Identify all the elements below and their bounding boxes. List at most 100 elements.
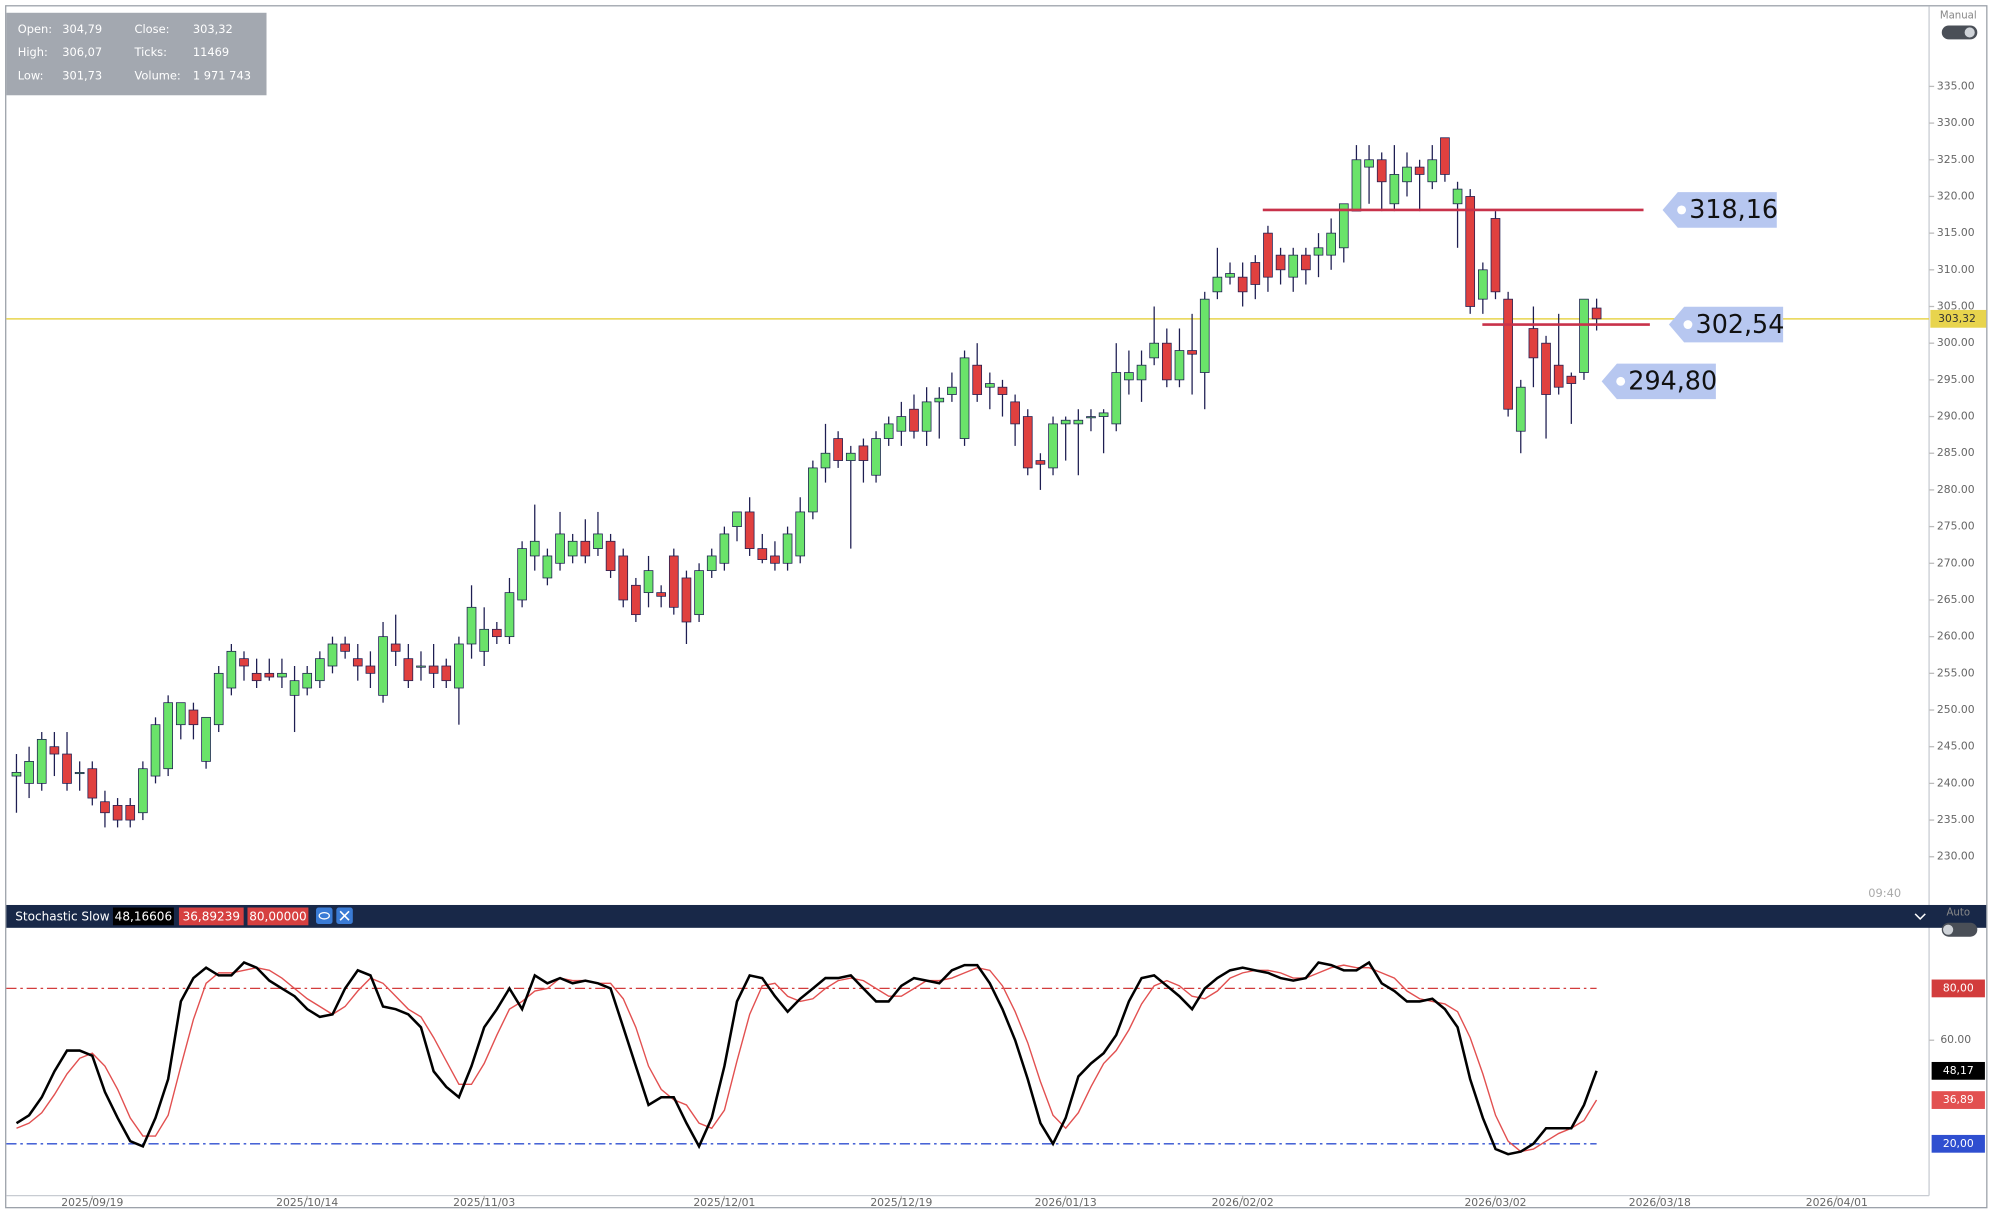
candle-body (668, 555, 679, 608)
candle-body (49, 746, 60, 755)
candle-body (706, 555, 717, 572)
candle-body (188, 709, 199, 726)
header-value-box (178, 907, 244, 926)
candle-body (681, 577, 692, 623)
value-label: 36,89 (1943, 1093, 1974, 1106)
frame (5, 5, 1988, 1209)
candle-body (1022, 416, 1033, 469)
candle-body (719, 533, 730, 564)
candle-body (643, 570, 654, 594)
x-tick-label: 2025/12/01 (693, 1196, 755, 1209)
candle-body (1566, 375, 1577, 384)
candle-body (1579, 298, 1589, 373)
candle-body (100, 801, 110, 814)
current-price-box (1930, 309, 1987, 328)
candle-body (1490, 218, 1501, 293)
value-box (1931, 1061, 1985, 1080)
candle-body (125, 805, 136, 821)
x-tick-label: 2026/03/02 (1464, 1196, 1526, 1209)
info-box (6, 12, 267, 96)
level-box (1931, 979, 1985, 998)
candle-body (416, 665, 426, 668)
candle-body (567, 540, 578, 557)
candle-body (1124, 372, 1134, 381)
candle-body (277, 672, 287, 678)
candle-body (593, 533, 603, 549)
candle-body (1263, 232, 1273, 278)
x-tick-label: 2025/12/19 (870, 1196, 932, 1209)
visibility-button[interactable] (316, 907, 333, 925)
info-label: Close: (135, 22, 170, 36)
candle-body (251, 672, 262, 682)
x-tick-label: 2025/09/19 (61, 1196, 123, 1209)
candle-body (1136, 364, 1147, 381)
candle-body (36, 738, 47, 784)
x-tick-label: 2026/01/13 (1035, 1196, 1097, 1209)
candle-body (808, 467, 818, 513)
candle-body (1478, 269, 1488, 300)
candle-body (896, 416, 907, 432)
toggle-knob (1943, 924, 1954, 935)
info-value: 11469 (193, 45, 229, 59)
y-tick-label: 285.00 (1937, 446, 1975, 459)
y-tick-label: 270.00 (1937, 556, 1975, 569)
info-value: 303,32 (193, 22, 233, 36)
candle-body (150, 724, 161, 777)
candle-body (1389, 174, 1400, 205)
candle-body (795, 511, 806, 557)
info-value: 304,79 (62, 22, 102, 36)
y-tick-label: 240.00 (1937, 776, 1975, 789)
candle-body (479, 628, 490, 652)
candle-body (1541, 342, 1551, 395)
candle-body (441, 665, 452, 682)
candle-body (138, 768, 148, 814)
x-tick-label: 2026/04/01 (1806, 1196, 1868, 1209)
candle-body (11, 772, 22, 777)
y-tick-label: 330.00 (1937, 116, 1975, 129)
candle-body (1225, 273, 1235, 278)
candle-body (529, 540, 540, 557)
x-tick-label: 2025/11/03 (453, 1196, 515, 1209)
candle-body (1301, 254, 1311, 271)
candle-body (959, 357, 970, 439)
candle-body (1161, 342, 1172, 381)
y-tick-label: 230.00 (1937, 850, 1975, 863)
candle-body (1086, 416, 1096, 419)
time-label: 09:40 (1868, 886, 1901, 900)
info-label: Open: (18, 22, 52, 36)
candle-body (972, 364, 983, 395)
close-icon (339, 910, 350, 921)
header-value: 36,89239 (183, 910, 240, 924)
candle-body (656, 592, 666, 597)
candle-body (1250, 262, 1261, 285)
level-label: 20,00 (1943, 1137, 1974, 1150)
level-bubble (1662, 192, 1777, 228)
y-tick-label: 245.00 (1937, 740, 1975, 753)
candle-body (1111, 372, 1122, 425)
candle-body (112, 805, 123, 821)
y-tick-label: 275.00 (1937, 520, 1975, 533)
candle-body (757, 548, 768, 560)
candle-body (833, 438, 843, 461)
y-tick-label: 260.00 (1937, 630, 1975, 643)
y-tick-label: 255.00 (1937, 666, 1975, 679)
candle-body (302, 672, 313, 689)
header-value: 48,16606 (115, 910, 172, 924)
collapse-chevron[interactable] (1914, 913, 1926, 921)
info-value: 301,73 (62, 69, 102, 83)
candle-body (1174, 350, 1185, 381)
candle-body (1515, 386, 1526, 432)
level-label: 302,54 (1696, 309, 1785, 339)
candle-body (694, 570, 704, 616)
candle-body (1035, 460, 1046, 465)
current-price-label: 303,32 (1938, 312, 1976, 325)
candle-body (1591, 307, 1602, 320)
candle-body (871, 438, 881, 476)
candle-body (1553, 364, 1564, 388)
scale-mode-label: Manual (1940, 10, 1977, 21)
candle-body (1528, 328, 1539, 359)
candle-body (1414, 166, 1425, 175)
candle-body (226, 650, 237, 689)
candle-body (858, 445, 869, 461)
